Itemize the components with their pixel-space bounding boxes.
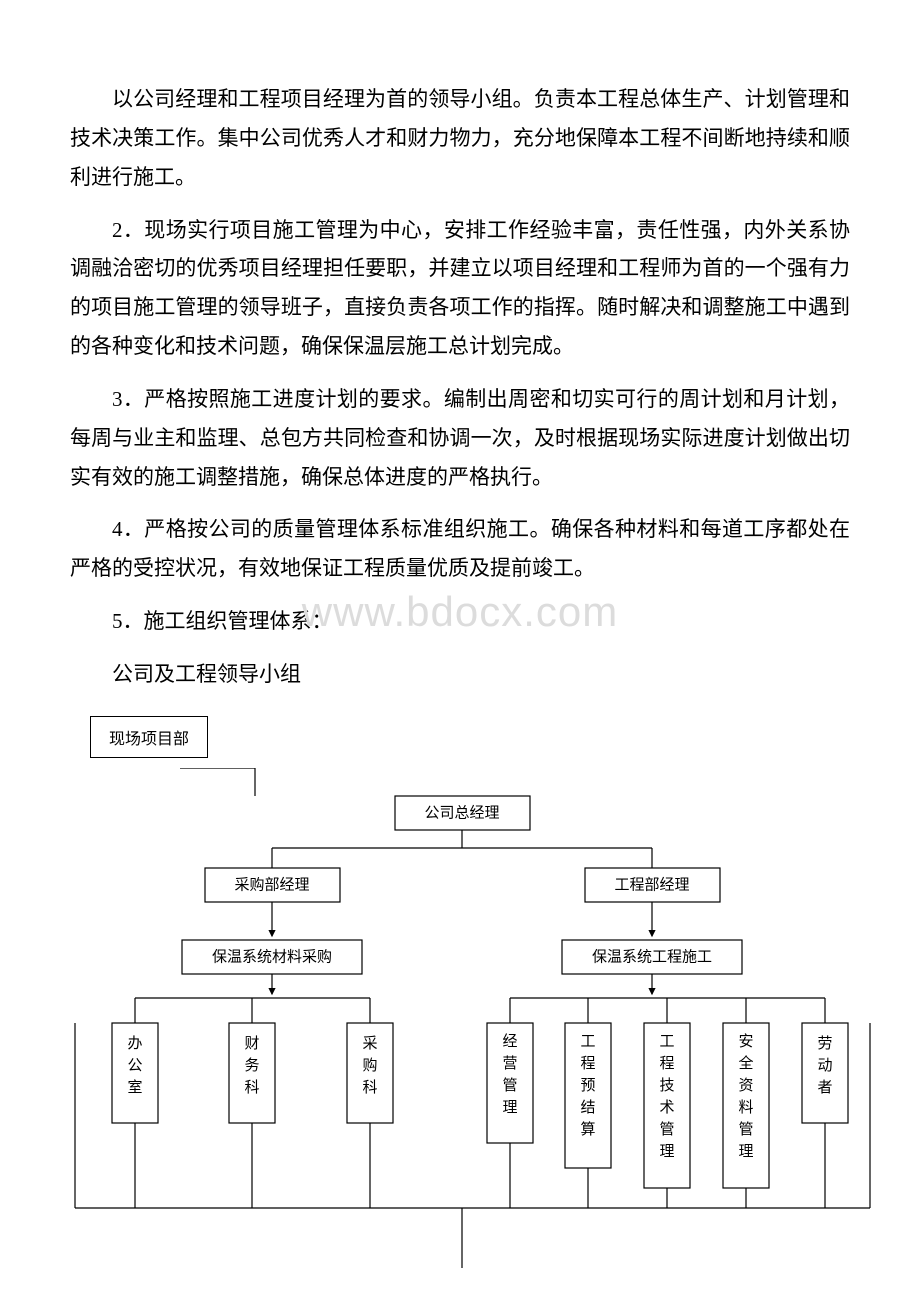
node-leaf3-c2: 购	[362, 1057, 377, 1074]
node-l3a-label: 保温系统材料采购	[212, 948, 332, 965]
node-leaf6-c2: 程	[659, 1055, 674, 1072]
node-leaf6-c4: 术	[659, 1099, 674, 1116]
paragraph-2: 2．现场实行项目施工管理为中心，安排工作经验丰富，责任性强，内外关系协调融洽密切…	[70, 211, 850, 366]
node-leaf4-c1: 经	[502, 1033, 517, 1050]
paragraph-4: 4．严格按公司的质量管理体系标准组织施工。确保各种材料和每道工序都处在严格的受控…	[70, 510, 850, 588]
node-leaf8-c2: 动	[817, 1057, 832, 1074]
node-root-label: 公司总经理	[424, 804, 499, 821]
node-leaf4-c3: 管	[502, 1077, 517, 1094]
node-leaf8-c1: 劳	[817, 1035, 832, 1052]
node-leaf1-c3: 室	[127, 1079, 142, 1096]
node-leaf4-c4: 理	[502, 1100, 517, 1116]
node-leaf6-c5: 管	[659, 1121, 674, 1138]
paragraph-3: 3．严格按照施工进度计划的要求。编制出周密和切实可行的周计划和月计划，每周与业主…	[70, 380, 850, 497]
node-leaf2-c3: 科	[244, 1079, 259, 1096]
node-leaf8-c3: 者	[817, 1079, 832, 1096]
node-leaf1-c2: 公	[127, 1058, 142, 1074]
node-l2a-label: 采购部经理	[234, 876, 309, 893]
node-leaf7-c3: 资	[738, 1077, 753, 1094]
node-leaf6-c3: 技	[659, 1077, 674, 1094]
node-leaf5-c1: 工	[580, 1034, 595, 1050]
node-leaf7-c6: 理	[738, 1144, 753, 1160]
node-leaf6-c6: 理	[659, 1144, 674, 1160]
node-leaf1-c1: 办	[127, 1035, 142, 1052]
node-leaf5-c4: 结	[580, 1099, 595, 1116]
node-l2b-label: 工程部经理	[614, 876, 689, 893]
node-leaf5-c5: 算	[580, 1120, 595, 1138]
org-chart-container: 现场项目部 公司总经理 采购部经理 工程部经理 保温系统材料采购	[0, 708, 920, 1298]
node-leaf7-c5: 管	[738, 1121, 753, 1138]
node-leaf3-c1: 采	[362, 1035, 377, 1052]
node-leaf7-c1: 安	[738, 1033, 753, 1050]
node-leaf2-c2: 务	[244, 1057, 259, 1074]
node-leaf7-c4: 料	[738, 1099, 753, 1116]
node-leaf6-c1: 工	[659, 1034, 674, 1050]
node-leaf5-c3: 预	[580, 1077, 595, 1094]
watermark: www.bdocx.com	[302, 588, 618, 636]
paragraph-6: 公司及工程领导小组	[70, 655, 850, 694]
node-leaf5-c2: 程	[580, 1055, 595, 1072]
node-l3b-label: 保温系统工程施工	[592, 948, 712, 965]
node-leaf7-c2: 全	[738, 1054, 753, 1072]
org-chart-svg: 公司总经理 采购部经理 工程部经理 保温系统材料采购 保温系统工程施工	[0, 768, 920, 1298]
paragraph-1: 以公司经理和工程项目经理为首的领导小组。负责本工程总体生产、计划管理和技术决策工…	[70, 80, 850, 197]
node-leaf3-c3: 科	[362, 1079, 377, 1096]
standalone-box: 现场项目部	[90, 716, 208, 758]
node-leaf4-c2: 营	[502, 1055, 517, 1072]
node-leaf2-c1: 财	[244, 1035, 259, 1052]
